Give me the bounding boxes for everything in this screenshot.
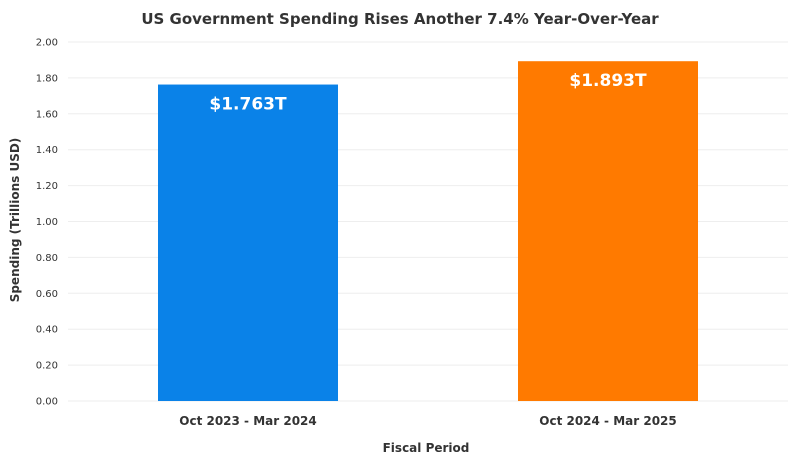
x-tick-label: Oct 2023 - Mar 2024 [179,414,317,428]
y-tick-label: 2.00 [36,38,58,49]
bars: $1.763T $1.893T [158,61,698,401]
x-axis-label: Fiscal Period [383,441,470,455]
bar-1 [518,61,698,401]
y-axis-ticks: 0.00 0.20 0.40 0.60 0.80 1.00 1.20 1.40 1.60 1.80… [36,38,58,408]
bar-0 [158,84,338,401]
chart-title: US Government Spending Rises Another 7.4… [141,10,659,28]
y-tick-label: 1.00 [36,217,58,228]
y-tick-label: 1.80 [36,73,58,84]
y-tick-label: 0.20 [36,361,58,372]
y-tick-label: 0.60 [36,289,58,300]
y-tick-label: 0.40 [36,325,58,336]
x-axis-ticks: Oct 2023 - Mar 2024 Oct 2024 - Mar 2025 [179,414,677,428]
bar-data-label: $1.763T [209,95,287,115]
y-axis-label: Spending (Trillions USD) [8,138,22,303]
y-tick-label: 1.20 [36,181,58,192]
y-tick-label: 0.00 [36,397,58,408]
y-tick-label: 0.80 [36,253,58,264]
y-tick-label: 1.40 [36,145,58,156]
y-tick-label: 1.60 [36,109,58,120]
bar-data-label: $1.893T [569,71,647,91]
x-tick-label: Oct 2024 - Mar 2025 [539,414,677,428]
